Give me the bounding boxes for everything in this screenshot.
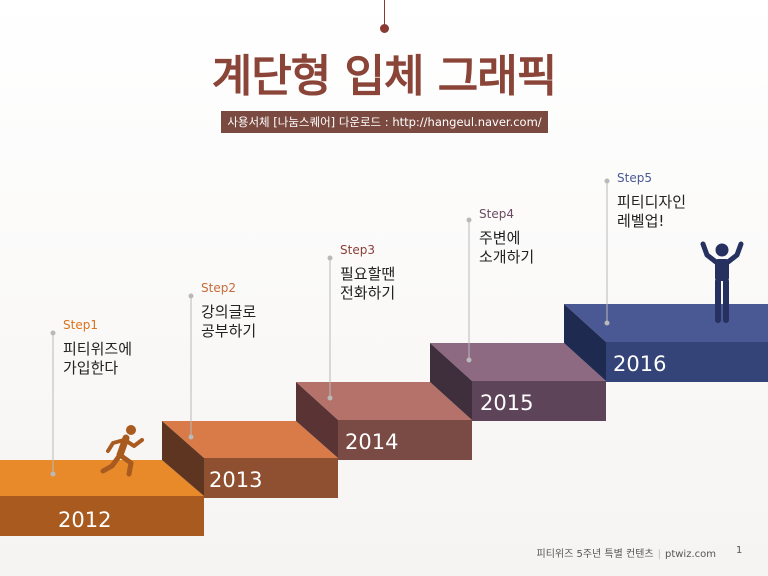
year-label-2012: 2012 <box>58 508 111 532</box>
stair-block-2014: 2014 <box>296 382 472 460</box>
step-desc-2: 강의글로 공부하기 <box>201 303 257 340</box>
leader-lines <box>52 181 608 474</box>
stair-block-2013: 2013 <box>162 421 338 498</box>
step-desc-5: 피티디자인 레벨업! <box>617 193 687 230</box>
year-label-2014: 2014 <box>345 430 398 454</box>
step-label-1: Step1 <box>63 318 98 332</box>
stair-block-2012: 2012 <box>0 460 204 536</box>
step-desc-3: 필요할땐 전화하기 <box>340 265 396 302</box>
running-person-icon <box>100 425 144 477</box>
step-label-2: Step2 <box>201 281 236 295</box>
page-title: 계단형 입체 그래픽 <box>211 51 557 102</box>
step-desc-4: 주변에 소개하기 <box>479 229 535 266</box>
stair-block-2015: 2015 <box>430 343 606 421</box>
step-label-3: Step3 <box>340 243 375 257</box>
year-label-2015: 2015 <box>480 391 533 415</box>
step-desc-1: 피티위즈에 가입한다 <box>63 340 133 377</box>
cheering-person-icon <box>700 241 744 323</box>
step-label-5: Step5 <box>617 171 652 185</box>
page-number: 1 <box>736 545 743 556</box>
top-accent-line <box>384 0 385 26</box>
footer: 피티위즈 5주년 특별 컨텐츠 | ptwiz.com <box>536 549 717 560</box>
top-accent-dot <box>380 24 389 33</box>
stair-block-2016: 2016 <box>564 304 768 382</box>
font-download-banner: 사용서체 [나눔스퀘어] 다운로드 : http://hangeul.naver… <box>221 111 548 133</box>
step-label-4: Step4 <box>479 207 514 221</box>
year-label-2016: 2016 <box>613 352 666 376</box>
footer-text: 피티위즈 5주년 특별 컨텐츠 <box>536 549 654 560</box>
year-label-2013: 2013 <box>209 468 262 492</box>
footer-site: ptwiz.com <box>664 549 716 560</box>
